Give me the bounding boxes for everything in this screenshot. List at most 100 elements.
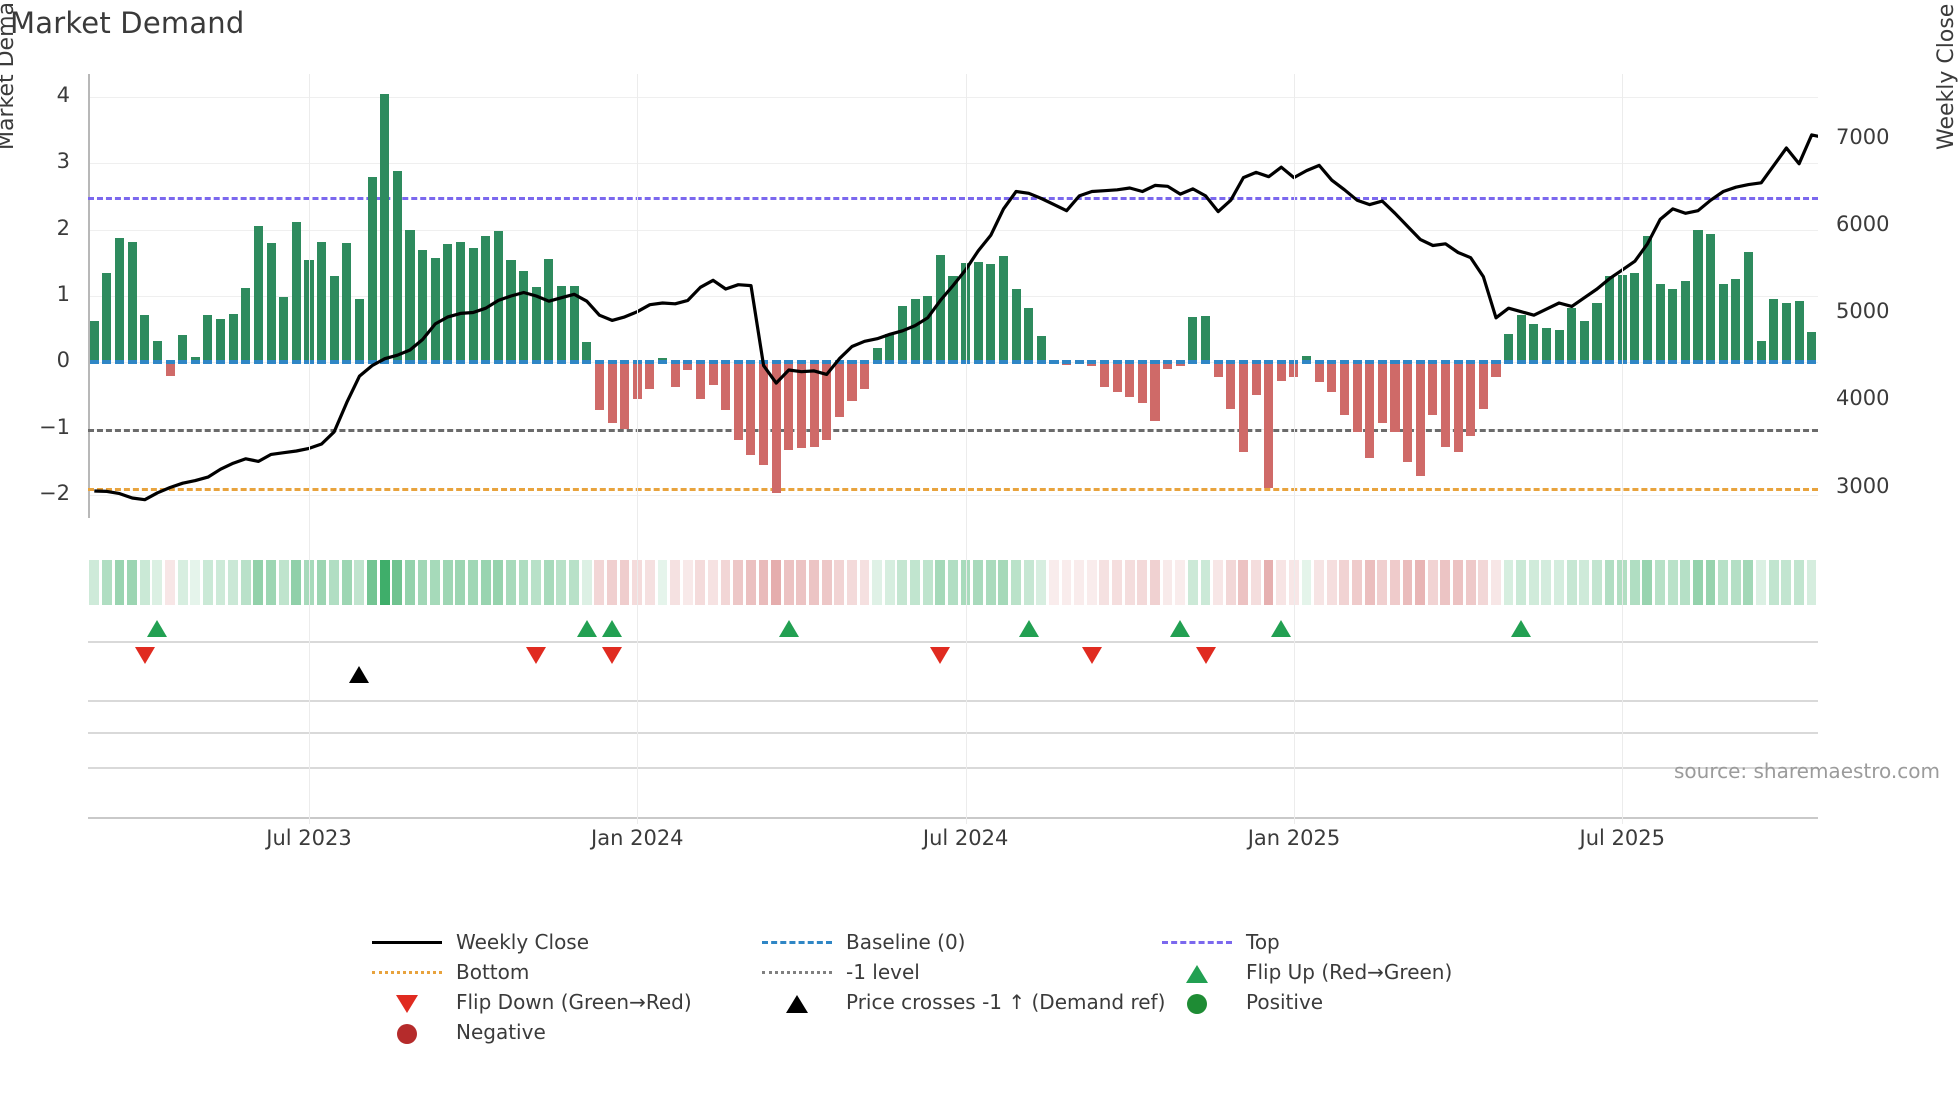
- heatmap-cell: [1705, 560, 1716, 605]
- legend-item[interactable]: Flip Up (Red→Green): [1162, 958, 1452, 986]
- baseline-cap: [1226, 360, 1236, 365]
- demand-bar: [1794, 301, 1804, 363]
- flip-markers: [88, 600, 1818, 800]
- heatmap-cell: [1667, 560, 1678, 605]
- heatmap-cell: [1642, 560, 1653, 605]
- heatmap-cell: [1023, 560, 1034, 605]
- heatmap-cell: [594, 560, 605, 605]
- heatmap-cell: [1794, 560, 1804, 605]
- demand-bar: [241, 288, 251, 363]
- x-tick-gridline: [637, 74, 639, 824]
- demand-bar: [1466, 362, 1476, 437]
- baseline-cap: [1718, 360, 1728, 365]
- heatmap-cell: [1213, 560, 1223, 605]
- heatmap-cell: [846, 560, 857, 605]
- demand-bar: [708, 362, 718, 386]
- legend-dotted-gray-icon: [762, 971, 832, 974]
- flip-up-marker: [1511, 620, 1532, 637]
- flip-down-marker: [930, 647, 951, 664]
- demand-bar: [1731, 279, 1741, 363]
- y-tick-left-2: 2: [56, 215, 70, 240]
- baseline-cap: [1024, 360, 1034, 365]
- baseline-cap: [380, 360, 390, 365]
- baseline-cap: [1630, 360, 1640, 365]
- heatmap-cell: [985, 560, 996, 605]
- baseline-cap: [1049, 360, 1059, 365]
- legend-label: Flip Down (Green→Red): [456, 990, 692, 1014]
- baseline-cap: [1541, 360, 1552, 365]
- legend-item[interactable]: Weekly Close: [372, 928, 589, 956]
- legend-item[interactable]: Positive: [1162, 988, 1323, 1016]
- refline-top: [88, 196, 1818, 200]
- legend-swatch: [1162, 931, 1232, 953]
- legend-item[interactable]: Bottom: [372, 958, 529, 986]
- legend-swatch: [1162, 961, 1232, 983]
- heatmap-cell: [1604, 560, 1615, 605]
- y-tick-right-7000: 7000: [1836, 125, 1890, 150]
- heatmap-cell: [341, 560, 352, 605]
- heatmap-cell: [947, 560, 958, 605]
- baseline-cap: [178, 360, 188, 365]
- demand-bar: [1150, 362, 1160, 421]
- demand-bar: [1655, 284, 1665, 363]
- baseline-cap: [1731, 360, 1741, 365]
- legend-label: Weekly Close: [456, 930, 590, 954]
- baseline-cap: [481, 360, 491, 365]
- heatmap-cell: [278, 560, 289, 605]
- baseline-cap: [1617, 360, 1627, 365]
- demand-bar: [897, 305, 908, 363]
- heatmap-cell: [884, 560, 895, 605]
- baseline-cap: [796, 360, 806, 365]
- legend-dotted-orange-icon: [372, 971, 442, 974]
- gridline-y--2: [88, 494, 1818, 496]
- demand-bar: [1744, 252, 1754, 363]
- heatmap-cell: [670, 560, 680, 605]
- demand-bar: [481, 236, 491, 363]
- demand-bar: [594, 362, 604, 410]
- baseline-cap: [1403, 360, 1413, 365]
- legend-item[interactable]: -1 level: [762, 958, 920, 986]
- legend-item[interactable]: Baseline (0): [762, 928, 965, 956]
- heatmap-cell: [910, 560, 920, 605]
- demand-bar: [468, 248, 478, 363]
- baseline-cap: [569, 360, 579, 365]
- baseline-cap: [1074, 360, 1084, 365]
- circle-green-icon: [1187, 994, 1207, 1014]
- heatmap-cell: [379, 560, 390, 605]
- baseline-cap: [493, 360, 503, 365]
- demand-bar: [1314, 362, 1324, 383]
- x-tick-label: Jan 2025: [1247, 826, 1341, 850]
- heatmap-cell: [442, 560, 453, 605]
- heatmap-cell: [240, 560, 251, 605]
- demand-bar: [1327, 362, 1337, 393]
- y-tick-right-6000: 6000: [1836, 212, 1890, 237]
- demand-bar: [304, 259, 314, 363]
- legend-item[interactable]: Flip Down (Green→Red): [372, 988, 692, 1016]
- heatmap-cell: [266, 560, 276, 605]
- baseline-cap: [228, 360, 238, 365]
- baseline-cap: [834, 360, 844, 365]
- demand-bar: [152, 341, 162, 363]
- baseline-cap: [1276, 360, 1286, 365]
- demand-bar: [1264, 362, 1274, 489]
- x-tick-label: Jul 2023: [266, 826, 352, 850]
- baseline-cap: [986, 360, 996, 365]
- demand-bar: [1541, 327, 1552, 363]
- legend-item[interactable]: Negative: [372, 1018, 546, 1046]
- demand-bar: [165, 362, 175, 376]
- heatmap-cell: [1175, 560, 1186, 605]
- heatmap-cell: [1617, 560, 1628, 605]
- legend-item[interactable]: Price crosses -1 ↑ (Demand ref): [762, 988, 1165, 1016]
- baseline-cap: [1516, 360, 1526, 365]
- gridline-y-3: [88, 163, 1818, 165]
- demand-bar: [885, 334, 895, 363]
- baseline-cap: [1781, 360, 1791, 365]
- baseline-cap: [1125, 360, 1135, 365]
- demand-bar: [733, 362, 743, 441]
- legend-item[interactable]: Top: [1162, 928, 1280, 956]
- baseline-cap: [89, 360, 99, 365]
- price-cross-marker: [349, 666, 370, 683]
- demand-bar: [253, 225, 263, 363]
- baseline-cap: [1087, 360, 1097, 365]
- heatmap-cell: [998, 560, 1009, 605]
